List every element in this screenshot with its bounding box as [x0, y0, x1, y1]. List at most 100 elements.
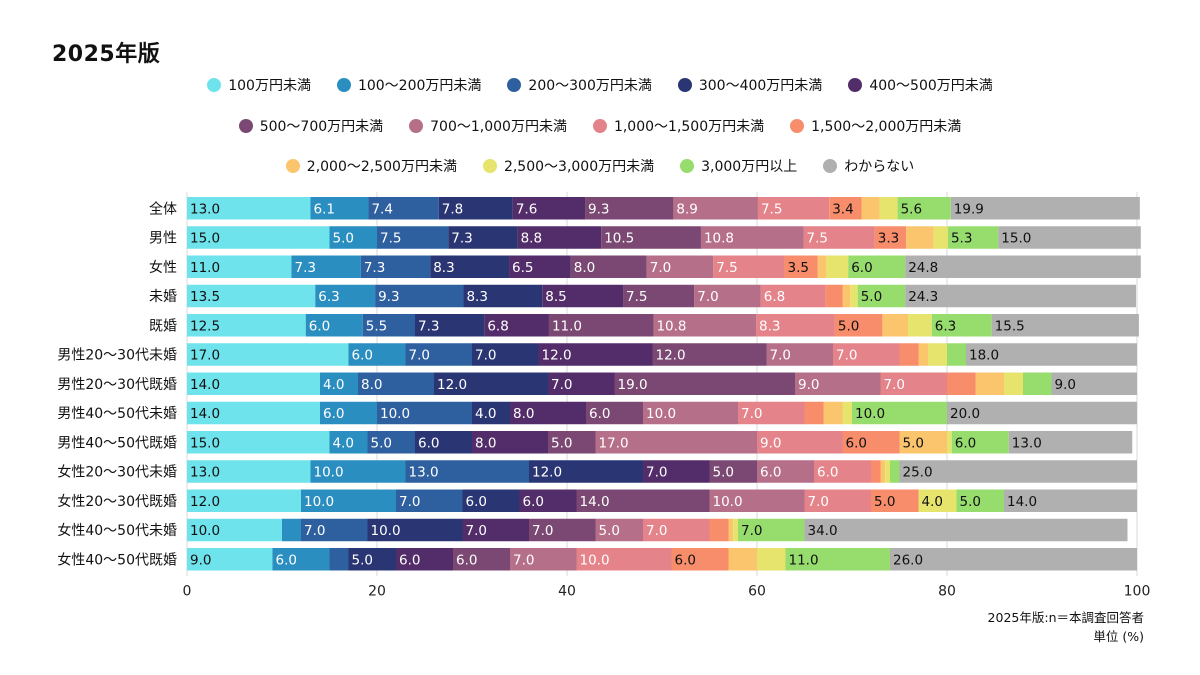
data-label: 6.0 [466, 494, 487, 510]
data-label: 13.0 [190, 465, 220, 481]
bar-segment [576, 548, 672, 571]
legend-item: わからない [823, 156, 914, 176]
bar-segment [918, 343, 928, 366]
data-label: 7.0 [532, 523, 553, 539]
bar-segment [882, 314, 909, 337]
bar-segment [377, 226, 449, 249]
data-label: 6.0 [523, 494, 544, 510]
bar-segment [814, 460, 871, 483]
bar-segment [829, 197, 862, 220]
bar-segment [646, 255, 714, 278]
legend-item: 100〜200万円未満 [336, 75, 482, 95]
bar-segment [890, 548, 1137, 571]
bar-segment [643, 401, 738, 425]
legend-item: 200〜300万円未満 [507, 75, 652, 95]
legend-swatch [409, 119, 424, 133]
legend-label: 1,000〜1,500万円未満 [613, 119, 765, 135]
legend-swatch [790, 119, 805, 133]
bar-segment [804, 489, 871, 512]
bar-segment [803, 226, 875, 249]
data-label: 24.8 [908, 260, 938, 276]
bar-segment [329, 548, 349, 571]
data-label: 8.0 [574, 260, 595, 276]
data-label: 7.5 [807, 231, 828, 247]
bar-segment [1051, 372, 1137, 395]
bar-segment [850, 284, 858, 308]
bar-segment [947, 431, 952, 454]
data-label: 7.4 [371, 201, 392, 217]
data-label: 7.0 [304, 523, 325, 539]
data-label: 10.0 [190, 523, 220, 539]
bar-segment [947, 343, 966, 366]
bar-segment [367, 518, 463, 542]
data-label: 7.0 [836, 348, 857, 364]
unit-note: 単位 (%) [1093, 629, 1144, 644]
data-label: 15.0 [190, 435, 220, 451]
chart-title: 2025年版 [52, 42, 161, 67]
bar-segment [623, 284, 695, 308]
legend-label: 3,000万円以上 [701, 159, 798, 175]
bar-segment [871, 489, 919, 512]
data-label: 8.0 [475, 435, 496, 451]
legend-label: 100〜200万円未満 [357, 78, 482, 94]
sample-note: 2025年版:n＝本調査回答者 [987, 610, 1144, 625]
data-label: 7.3 [418, 318, 439, 334]
bar-segment [728, 518, 734, 542]
bar-segment [738, 518, 805, 542]
data-label: 10.0 [713, 494, 743, 510]
data-label: 4.0 [323, 377, 344, 393]
bar-segment [757, 197, 830, 220]
bar-segment [517, 226, 602, 249]
legend-row: 2,000〜2,500万円未満 2,500〜3,000万円未満 3,000万円以上 わ… [0, 151, 1200, 181]
data-label: 6.3 [935, 318, 956, 334]
legend-label: 1,500〜2,000万円未満 [811, 119, 962, 135]
bar-segment [509, 255, 571, 278]
data-label: 34.0 [808, 523, 838, 539]
bar-segment [310, 197, 369, 220]
bar-segment [538, 343, 653, 366]
bar-segment [548, 372, 615, 395]
legend-swatch [482, 159, 497, 173]
bar-segment [1008, 431, 1133, 454]
bar-segment [472, 401, 510, 425]
data-label: 10.5 [604, 231, 634, 247]
data-label: 5.0 [960, 494, 981, 510]
data-label: 4.0 [922, 494, 943, 510]
bar-segment [415, 314, 485, 337]
bar-segment [931, 314, 992, 337]
bar-segment [472, 343, 539, 366]
data-label: 10.0 [646, 406, 676, 422]
legend-swatch [592, 119, 607, 133]
legend-item: 2,500〜3,000万円未満 [482, 156, 654, 176]
data-label: 24.3 [908, 289, 938, 305]
bar-segment [817, 255, 827, 278]
data-label: 15.5 [995, 318, 1025, 334]
data-label: 5.3 [951, 231, 972, 247]
data-label: 6.0 [675, 552, 696, 568]
bar-segment [880, 460, 886, 483]
bar-segment [700, 226, 804, 249]
legend-row: 100万円未満 100〜200万円未満 200〜300万円未満 300〜400万円未満… [0, 70, 1200, 100]
data-label: 7.0 [646, 465, 667, 481]
data-label: 5.0 [874, 494, 895, 510]
bar-segment [187, 343, 349, 366]
bar-segment [405, 460, 529, 483]
data-label: 5.0 [371, 435, 392, 451]
bar-segment [673, 197, 758, 220]
bar-segment [906, 226, 934, 249]
data-label: 8.3 [759, 318, 780, 334]
data-label: 13.5 [190, 289, 220, 305]
data-label: 4.0 [475, 406, 496, 422]
bar-segment [928, 343, 947, 366]
x-tick-label: 100 [1124, 583, 1151, 599]
data-label: 9.3 [378, 289, 399, 305]
bar-segment [757, 431, 843, 454]
bar-segment [375, 284, 464, 308]
category-label: 未婚 [149, 289, 177, 305]
data-label: 7.0 [697, 289, 718, 305]
legend-item: 500〜700万円未満 [238, 116, 383, 136]
legend-item: 300〜400万円未満 [677, 75, 822, 95]
x-tick-label: 60 [748, 583, 766, 599]
legend-swatch [336, 78, 351, 92]
legend-item: 1,500〜2,000万円未満 [790, 116, 961, 136]
